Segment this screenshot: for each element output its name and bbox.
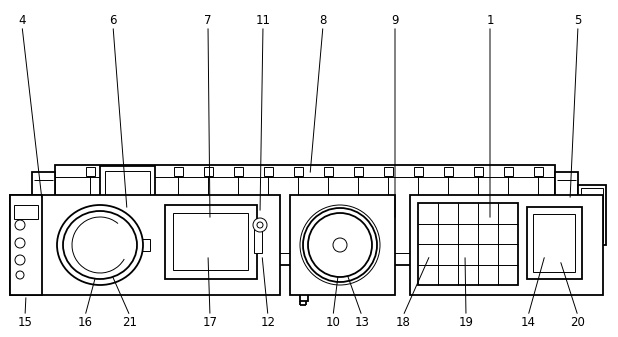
Text: 8: 8 [320,13,327,27]
Bar [10,195,280,295]
Bar [444,254,453,263]
Text: 21: 21 [122,315,137,329]
Bar [534,254,543,263]
Bar [384,167,393,176]
Bar [533,214,575,272]
Bar [354,254,363,263]
Bar [144,254,153,263]
Bar [55,165,555,265]
Text: 15: 15 [17,315,32,329]
Bar [474,167,483,176]
Bar [534,167,543,176]
Bar [410,195,603,295]
Bar [354,167,363,176]
Bar [32,172,55,258]
Bar [414,254,423,263]
Circle shape [16,271,24,279]
Bar [294,254,303,263]
Bar [290,195,395,295]
Bar [173,213,248,270]
Text: 17: 17 [203,315,218,329]
Bar [581,188,603,242]
Bar [504,254,513,263]
Ellipse shape [57,205,143,285]
Bar [444,167,453,176]
Text: 20: 20 [570,315,585,329]
Text: 13: 13 [355,315,370,329]
Bar [418,203,518,285]
Bar [204,167,213,176]
Bar [174,254,183,263]
Circle shape [253,218,267,232]
Bar [474,254,483,263]
Text: 19: 19 [459,315,473,329]
Bar [100,166,155,208]
Bar [114,254,123,263]
Circle shape [333,238,347,252]
Text: 1: 1 [486,13,494,27]
Bar [297,265,311,285]
Bar [105,171,150,203]
Circle shape [15,255,25,265]
Text: 10: 10 [326,315,341,329]
Text: 18: 18 [396,315,410,329]
Text: 14: 14 [520,315,536,329]
Bar [86,254,95,263]
Bar [414,167,423,176]
Bar [324,167,333,176]
Bar [324,254,333,263]
Circle shape [257,222,263,228]
Text: 6: 6 [109,13,117,27]
Bar [86,167,95,176]
Text: 16: 16 [77,315,93,329]
Bar [234,167,243,176]
Bar [144,167,153,176]
Bar [294,167,303,176]
Circle shape [303,208,377,282]
Bar [504,167,513,176]
Bar [254,229,262,253]
Circle shape [15,238,25,248]
Bar [264,254,273,263]
Bar [234,254,243,263]
Ellipse shape [63,211,137,279]
Bar [527,207,582,279]
Bar [165,205,257,279]
Text: 11: 11 [255,13,271,27]
Bar [114,167,123,176]
Bar [142,239,150,251]
Bar [300,285,308,301]
Text: 7: 7 [205,13,212,27]
Bar [174,167,183,176]
Circle shape [15,220,25,230]
Bar [14,205,38,219]
Bar [578,185,606,245]
Bar [264,167,273,176]
Bar [248,201,272,225]
Bar [384,254,393,263]
Bar [10,195,42,295]
Bar [204,254,213,263]
Text: 4: 4 [19,13,26,27]
Text: 12: 12 [261,315,276,329]
Circle shape [308,213,372,277]
Text: 5: 5 [574,13,582,27]
Text: 9: 9 [391,13,399,27]
Bar [555,172,578,258]
